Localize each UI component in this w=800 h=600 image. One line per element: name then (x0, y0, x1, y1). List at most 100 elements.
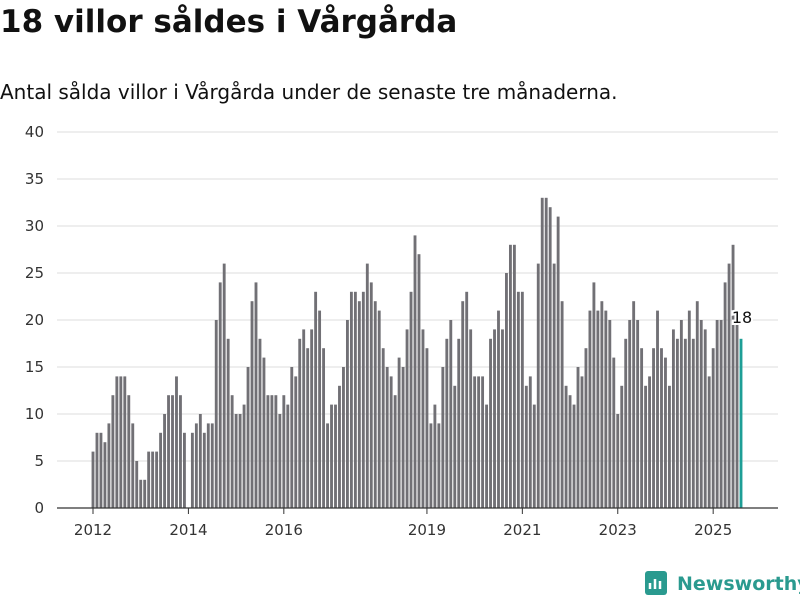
bar (652, 348, 655, 508)
bar (266, 395, 270, 508)
bar (731, 244, 735, 509)
bar (564, 385, 568, 508)
bar (727, 263, 731, 508)
bar (167, 395, 170, 508)
bar (326, 423, 329, 508)
brand-name: Newsworthy (677, 573, 800, 595)
y-tick-label: 30 (25, 217, 44, 235)
bar (322, 348, 326, 508)
bar (286, 404, 290, 508)
bar (107, 423, 111, 508)
x-tick-label: 2023 (599, 521, 637, 539)
y-tick-label: 0 (34, 499, 44, 517)
bar (314, 291, 318, 508)
y-tick-label: 15 (25, 358, 44, 376)
bar (99, 432, 103, 508)
bar (242, 404, 246, 508)
bar (294, 376, 298, 508)
bar (691, 338, 695, 508)
bar (481, 376, 485, 508)
bar (596, 310, 600, 508)
bar (473, 376, 477, 508)
bar (695, 301, 699, 508)
bar (548, 207, 552, 508)
bar (190, 432, 194, 508)
bar (198, 414, 202, 508)
bar (365, 263, 369, 508)
bar (349, 291, 353, 508)
bar (556, 216, 560, 508)
bar (310, 329, 314, 508)
y-tick-label: 25 (25, 264, 44, 282)
bar (683, 338, 687, 508)
bar (600, 301, 604, 508)
bar (210, 423, 214, 508)
bar (465, 291, 469, 508)
bar (421, 329, 425, 508)
bar (648, 376, 651, 508)
bar (95, 432, 99, 508)
bar (353, 291, 357, 508)
bar (151, 451, 155, 508)
bar (687, 310, 691, 508)
bar (159, 432, 163, 508)
bar (119, 376, 123, 508)
bar (711, 348, 715, 508)
bar (373, 301, 377, 508)
bar (660, 348, 663, 508)
bar (592, 282, 596, 508)
bar (202, 432, 206, 508)
bar (401, 367, 405, 508)
bar (715, 320, 719, 508)
bar (671, 329, 675, 508)
bar (532, 404, 536, 508)
bar (206, 423, 210, 508)
bar (330, 404, 333, 508)
bar (576, 367, 580, 508)
bar (147, 451, 151, 508)
bar (369, 282, 373, 508)
bar (584, 348, 588, 508)
bar-highlight (739, 338, 743, 508)
bar (103, 442, 107, 508)
x-axis (57, 507, 778, 514)
bar (127, 395, 131, 508)
bar (524, 385, 528, 508)
bar (528, 376, 532, 508)
bar (520, 291, 524, 508)
bar (183, 432, 186, 508)
bar (433, 404, 437, 508)
bar (608, 320, 612, 508)
bar (624, 338, 628, 508)
bar (508, 244, 512, 509)
bar (234, 414, 238, 508)
bar (536, 263, 540, 508)
chart-title: 18 villor såldes i Vårgårda (0, 4, 458, 40)
bar (385, 367, 389, 508)
bar (632, 301, 636, 508)
bar (131, 423, 135, 508)
bar (214, 320, 218, 508)
bar (449, 320, 453, 508)
bar (580, 376, 584, 508)
bar (445, 338, 449, 508)
bar (493, 329, 496, 508)
bar (675, 338, 679, 508)
bar (505, 273, 508, 508)
bar (302, 329, 306, 508)
bar (389, 376, 393, 508)
bar (501, 329, 504, 508)
y-tick-label: 20 (25, 311, 44, 329)
x-tick-label: 2012 (74, 521, 112, 539)
bar (405, 329, 409, 508)
bar (290, 367, 294, 508)
bar (516, 291, 520, 508)
bar (644, 385, 648, 508)
y-tick-label: 10 (25, 405, 44, 423)
bar (679, 320, 683, 508)
bar (453, 385, 457, 508)
bar (604, 310, 608, 508)
bar (111, 395, 115, 508)
bar (544, 197, 548, 509)
